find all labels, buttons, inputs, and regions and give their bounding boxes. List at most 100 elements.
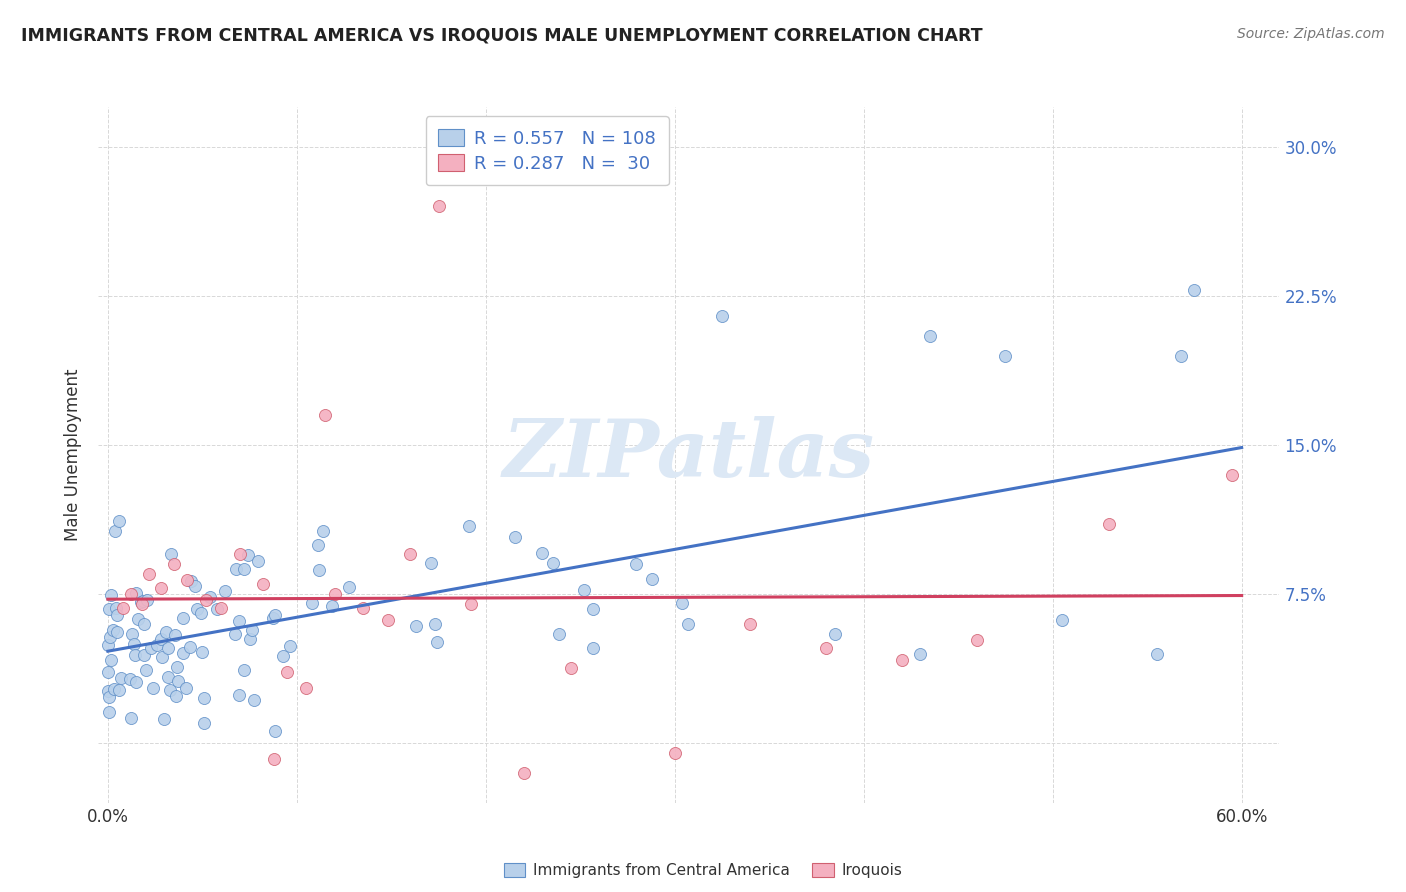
Point: [152, 712, 174, 726]
Point: [1098, 517, 1121, 532]
Text: ZIPatlas: ZIPatlas: [503, 417, 875, 493]
Point: [503, 530, 526, 544]
Point: [295, 681, 318, 695]
Point: [132, 648, 155, 662]
Point: [512, 766, 534, 780]
Point: [824, 627, 846, 641]
Point: [129, 595, 152, 609]
Legend: R = 0.557   N = 108, R = 0.287   N =  30: R = 0.557 N = 108, R = 0.287 N = 30: [426, 116, 669, 186]
Point: [195, 593, 218, 607]
Point: [150, 632, 173, 647]
Point: [214, 584, 236, 599]
Point: [582, 602, 605, 616]
Point: [142, 681, 165, 696]
Point: [104, 600, 127, 615]
Point: [228, 688, 250, 702]
Point: [135, 663, 157, 677]
Point: [263, 608, 285, 623]
Point: [238, 548, 260, 562]
Point: [166, 660, 188, 674]
Point: [278, 639, 301, 653]
Point: [193, 715, 215, 730]
Point: [100, 588, 122, 602]
Point: [426, 635, 449, 649]
Point: [156, 669, 179, 683]
Point: [190, 606, 212, 620]
Legend: Immigrants from Central America, Iroquois: Immigrants from Central America, Iroquoi…: [498, 856, 908, 884]
Point: [1170, 349, 1192, 363]
Point: [131, 597, 153, 611]
Point: [399, 547, 422, 561]
Point: [159, 682, 181, 697]
Point: [149, 581, 172, 595]
Text: Source: ZipAtlas.com: Source: ZipAtlas.com: [1237, 27, 1385, 41]
Point: [111, 601, 134, 615]
Point: [176, 573, 198, 587]
Point: [198, 591, 221, 605]
Point: [232, 562, 254, 576]
Point: [890, 653, 912, 667]
Point: [159, 547, 181, 561]
Point: [124, 674, 146, 689]
Y-axis label: Male Unemployment: Male Unemployment: [65, 368, 83, 541]
Point: [427, 199, 450, 213]
Point: [240, 623, 263, 637]
Point: [97, 638, 120, 652]
Point: [98, 705, 121, 719]
Point: [225, 562, 247, 576]
Point: [121, 627, 143, 641]
Point: [582, 640, 605, 655]
Point: [229, 547, 252, 561]
Point: [132, 616, 155, 631]
Point: [155, 624, 177, 639]
Point: [560, 660, 582, 674]
Point: [263, 752, 285, 766]
Point: [163, 558, 186, 572]
Point: [233, 663, 256, 677]
Point: [150, 650, 173, 665]
Point: [271, 649, 294, 664]
Point: [626, 558, 648, 572]
Point: [100, 653, 122, 667]
Point: [209, 601, 232, 615]
Point: [105, 624, 128, 639]
Point: [108, 514, 131, 528]
Point: [966, 632, 988, 647]
Point: [263, 723, 285, 738]
Point: [105, 608, 128, 623]
Point: [547, 627, 569, 641]
Point: [530, 546, 553, 560]
Point: [122, 637, 145, 651]
Point: [314, 408, 336, 422]
Point: [127, 612, 149, 626]
Point: [176, 681, 198, 696]
Point: [205, 602, 228, 616]
Point: [239, 632, 262, 646]
Point: [918, 328, 941, 343]
Point: [641, 572, 664, 586]
Point: [146, 639, 169, 653]
Point: [337, 580, 360, 594]
Point: [323, 587, 346, 601]
Point: [425, 616, 447, 631]
Point: [193, 691, 215, 706]
Point: [308, 563, 330, 577]
Point: [224, 627, 246, 641]
Point: [98, 602, 121, 616]
Point: [120, 711, 142, 725]
Point: [1184, 283, 1206, 297]
Point: [814, 640, 837, 655]
Point: [740, 616, 762, 631]
Point: [172, 646, 194, 660]
Point: [101, 624, 124, 638]
Point: [163, 628, 186, 642]
Point: [132, 593, 155, 607]
Point: [124, 648, 146, 662]
Point: [420, 557, 443, 571]
Point: [118, 673, 141, 687]
Point: [664, 746, 686, 760]
Point: [1220, 467, 1243, 482]
Point: [377, 613, 399, 627]
Point: [110, 671, 132, 685]
Point: [100, 630, 122, 644]
